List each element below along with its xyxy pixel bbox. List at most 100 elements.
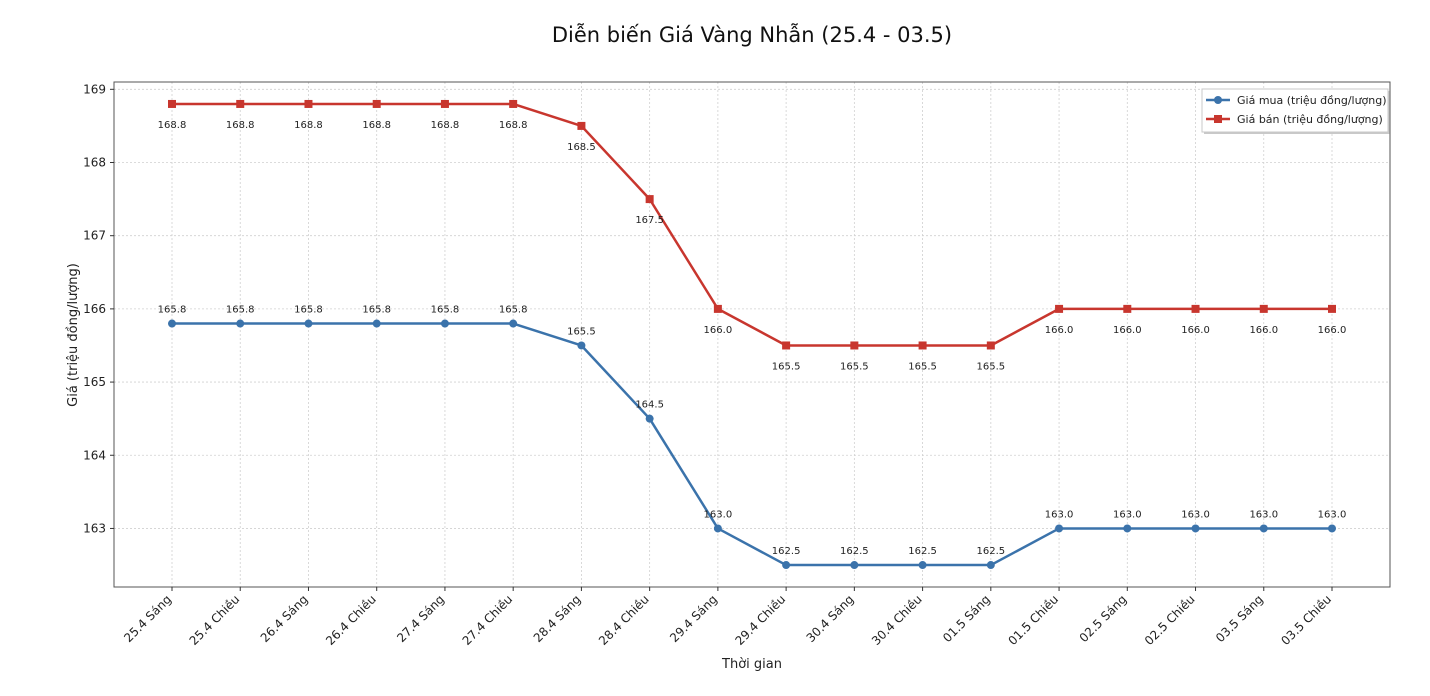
legend-marker-sell	[1214, 115, 1222, 123]
data-point	[918, 341, 927, 350]
data-label: 165.8	[431, 305, 460, 316]
data-point	[168, 319, 176, 328]
data-point	[577, 341, 586, 350]
data-label: 165.8	[294, 305, 323, 316]
data-label: 168.8	[158, 120, 187, 131]
data-label: 162.5	[908, 546, 937, 557]
series-1: 168.8 168.8 168.8 168.8 168.8 168.8 168.5 167.5…	[158, 99, 1347, 372]
data-point	[440, 319, 449, 328]
y-axis: 163 164 165 166 167 168 169	[83, 82, 114, 535]
data-label: 166.0	[1113, 325, 1142, 336]
data-label: 164.5	[635, 400, 664, 411]
data-point	[236, 99, 245, 108]
data-label: 167.5	[635, 215, 664, 226]
data-label: 166.0	[1318, 325, 1347, 336]
data-label: 166.0	[1045, 325, 1074, 336]
data-label: 168.8	[226, 120, 255, 131]
data-point	[713, 304, 722, 313]
x-tick-label: 29.4 Sáng	[667, 592, 720, 645]
data-label: 162.5	[772, 546, 801, 557]
data-point	[1191, 304, 1200, 313]
y-tick-label: 166	[83, 302, 106, 316]
data-point	[304, 99, 313, 108]
data-point	[782, 341, 791, 350]
data-point	[1259, 304, 1268, 313]
data-point	[1328, 304, 1336, 313]
data-point	[236, 319, 245, 328]
series-line	[172, 322, 1332, 567]
data-point	[304, 319, 313, 328]
data-point	[645, 195, 654, 204]
x-tick-label: 29.4 Chiều	[732, 592, 788, 648]
data-point	[1055, 524, 1064, 533]
data-label: 162.5	[840, 546, 869, 557]
data-label: 163.0	[1045, 509, 1074, 520]
x-tick-label: 28.4 Chiều	[596, 592, 652, 648]
data-point	[509, 319, 518, 328]
data-point	[850, 341, 859, 350]
data-label: 165.5	[908, 361, 937, 372]
data-point	[372, 99, 381, 108]
data-point	[372, 319, 381, 328]
data-label: 168.8	[362, 120, 391, 131]
grid	[114, 82, 1390, 587]
legend-marker-buy	[1214, 96, 1222, 104]
data-label: 165.8	[362, 305, 391, 316]
data-label: 165.5	[977, 361, 1006, 372]
data-label: 165.5	[772, 361, 801, 372]
data-point	[850, 561, 859, 570]
data-point	[168, 99, 176, 108]
data-point	[1191, 524, 1200, 533]
data-point	[918, 561, 927, 570]
x-tick-label: 25.4 Chiều	[187, 592, 243, 648]
data-label: 168.8	[431, 120, 460, 131]
data-point	[440, 99, 449, 108]
legend-label-sell: Giá bán (triệu đồng/lượng)	[1237, 113, 1383, 126]
x-tick-label: 01.5 Sáng	[940, 592, 993, 645]
data-point	[986, 561, 995, 570]
x-tick-label: 27.4 Chiều	[460, 592, 516, 648]
x-axis-label: Thời gian	[721, 657, 782, 672]
data-point	[1123, 524, 1132, 533]
data-label: 163.0	[1181, 509, 1210, 520]
data-label: 163.0	[1113, 509, 1142, 520]
data-label: 165.8	[226, 305, 255, 316]
data-label: 163.0	[1249, 509, 1278, 520]
data-point	[1259, 524, 1268, 533]
x-tick-label: 02.5 Sáng	[1077, 592, 1130, 645]
y-tick-label: 167	[83, 229, 106, 243]
x-tick-label: 30.4 Chiều	[869, 592, 925, 648]
series-area: 165.8 165.8 165.8 165.8 165.8 165.8 165.5 164.5…	[158, 99, 1347, 570]
data-label: 165.8	[499, 305, 528, 316]
data-point	[509, 99, 518, 108]
x-tick-label: 27.4 Sáng	[394, 592, 447, 645]
data-label: 165.8	[158, 305, 187, 316]
legend: Giá mua (triệu đồng/lượng) Giá bán (triệ…	[1201, 88, 1390, 134]
y-tick-label: 165	[83, 375, 106, 389]
x-tick-label: 02.5 Chiều	[1142, 592, 1198, 648]
data-point	[782, 561, 791, 570]
data-label: 168.8	[499, 120, 528, 131]
y-axis-label: Giá (triệu đồng/lượng)	[66, 263, 81, 407]
data-point	[713, 524, 722, 533]
data-label: 168.8	[294, 120, 323, 131]
data-label: 163.0	[704, 509, 733, 520]
x-axis: 25.4 Sáng 25.4 Chiều 26.4 Sáng 26.4 Chiều 27…	[121, 587, 1334, 648]
x-tick-label: 30.4 Sáng	[804, 592, 857, 645]
data-label: 166.0	[704, 325, 733, 336]
y-tick-label: 163	[83, 521, 106, 535]
y-tick-label: 164	[83, 448, 106, 462]
data-label: 165.5	[840, 361, 869, 372]
data-label: 166.0	[1181, 325, 1210, 336]
data-point	[986, 341, 995, 350]
data-point	[1055, 304, 1064, 313]
x-tick-label: 28.4 Sáng	[531, 592, 584, 645]
x-tick-label: 03.5 Sáng	[1213, 592, 1266, 645]
data-point	[1123, 304, 1132, 313]
y-tick-label: 169	[83, 82, 106, 96]
data-label: 162.5	[977, 546, 1006, 557]
x-tick-label: 25.4 Sáng	[121, 592, 174, 645]
data-point	[645, 414, 654, 423]
data-label: 163.0	[1318, 509, 1347, 520]
